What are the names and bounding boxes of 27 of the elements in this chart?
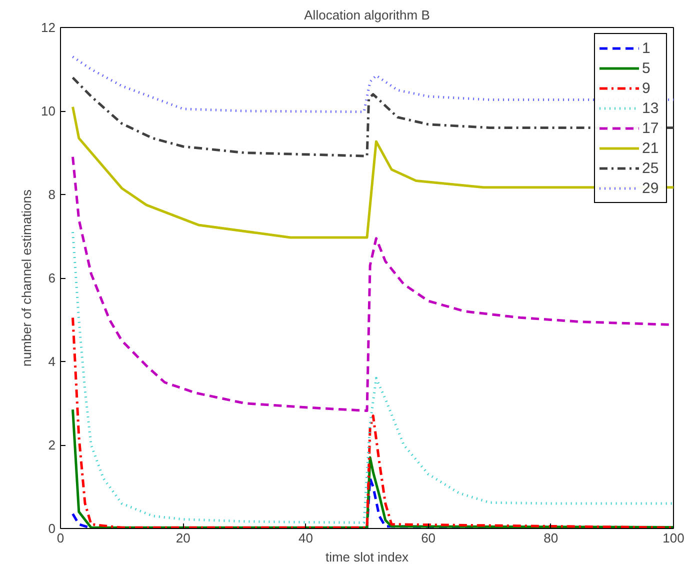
legend-label: 17	[642, 119, 660, 137]
legend-label: 13	[642, 99, 660, 117]
y-tick-label: 6	[48, 270, 56, 286]
legend-label: 1	[642, 39, 652, 57]
line-series	[72, 230, 674, 524]
legend-label: 29	[642, 179, 660, 197]
y-tick-label: 4	[48, 354, 56, 369]
legend-label: 5	[642, 59, 652, 77]
x-tick-label: 60	[421, 530, 436, 546]
y-axis-title: number of channel estimations	[19, 188, 34, 367]
legend-label: 25	[642, 159, 660, 177]
y-tick-label: 10	[41, 104, 56, 118]
y-tick-label: 8	[48, 187, 56, 202]
x-tick-label: 40	[298, 530, 313, 546]
line-series	[72, 55, 674, 114]
legend-label: 21	[642, 139, 660, 157]
y-tick-label: 12	[41, 20, 56, 35]
line-series	[72, 76, 674, 158]
y-tick-label: 0	[48, 521, 56, 536]
legend-label: 9	[642, 79, 652, 97]
line-series	[72, 316, 674, 528]
y-tick-label: 2	[48, 438, 56, 452]
x-axis-title: time slot index	[325, 550, 410, 564]
x-tick-label: 80	[544, 530, 558, 546]
x-tick-label: 100	[662, 530, 684, 546]
chart-title: Allocation algorithm B	[304, 8, 430, 22]
x-tick-label: 20	[176, 530, 190, 546]
